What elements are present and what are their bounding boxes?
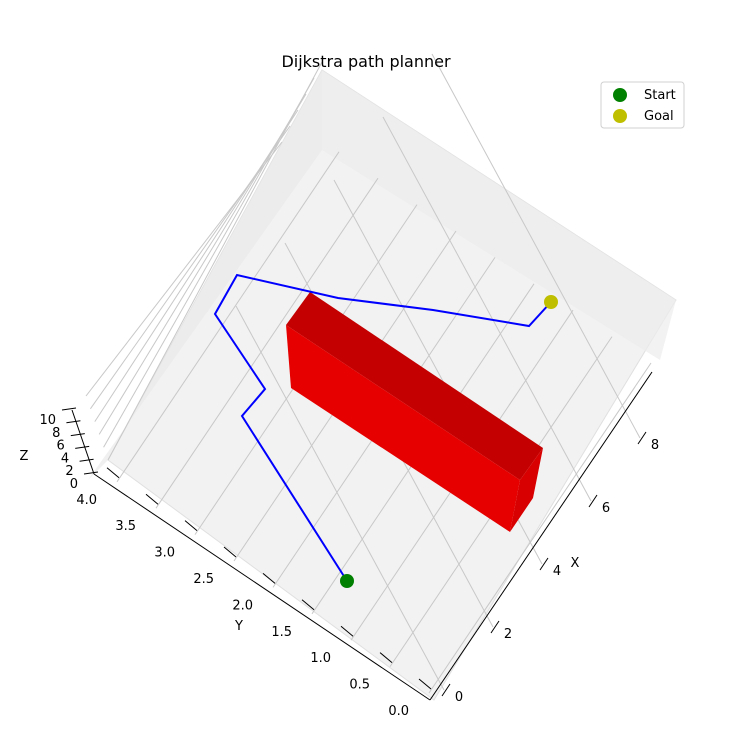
y-tick [262, 573, 276, 584]
x-tick [490, 620, 500, 634]
y-axis-label: Y [234, 619, 243, 634]
z-tick [75, 445, 90, 449]
x-tick [539, 557, 549, 571]
legend-start-marker [613, 88, 627, 102]
y-tick-label: 3.5 [115, 519, 136, 534]
x-tick-label: 6 [602, 501, 610, 516]
z-axis-line [71, 409, 95, 475]
z-grid-line [85, 141, 283, 397]
z-tick [79, 458, 94, 462]
obstacle-top-face [286, 292, 543, 480]
z-tick [70, 433, 85, 437]
y-grid-line [155, 177, 379, 509]
y-tick [301, 599, 315, 611]
legend-start-label: Start [644, 88, 676, 103]
y-tick-label: 4.0 [76, 493, 97, 508]
z-tick-label: 4 [61, 451, 69, 466]
x-tick-label: 8 [651, 438, 659, 453]
y-axis-line [93, 473, 431, 701]
x-grid-line [382, 116, 592, 502]
x-tick [588, 494, 598, 508]
tick-marks [61, 407, 647, 697]
obstacle-side-face [510, 448, 543, 532]
z-tick-label: 8 [52, 426, 60, 441]
goal-marker [544, 295, 558, 309]
y-tick [106, 467, 120, 479]
z-grid-line [89, 125, 291, 410]
x-tick [637, 431, 647, 445]
y-tick [418, 678, 432, 690]
z-tick [66, 420, 81, 424]
x-tick-label: 2 [504, 627, 512, 642]
z-tick-label: 2 [65, 464, 73, 479]
x-axis-label: X [571, 556, 580, 571]
y-tick-label: 0.0 [388, 704, 409, 719]
z-tick-label: 10 [39, 413, 56, 428]
y-tick-label: 1.5 [271, 625, 292, 640]
y-tick [379, 652, 393, 663]
z-axis-label: Z [20, 449, 29, 464]
y-tick [145, 493, 159, 505]
y-tick-label: 1.0 [310, 651, 331, 666]
z-tick-label: 0 [70, 477, 78, 492]
y-grid-line [116, 151, 340, 483]
back-pane-right [322, 70, 676, 360]
legend-goal-marker [613, 109, 627, 123]
y-grid-line [428, 362, 652, 694]
y-tick [184, 520, 198, 531]
x-grid-line [431, 53, 641, 439]
start-marker [340, 574, 354, 588]
y-tick [340, 625, 354, 637]
x-tick-label: 4 [553, 564, 561, 579]
y-tick-label: 0.5 [349, 678, 370, 693]
z-tick [83, 471, 99, 475]
path-line [213, 273, 552, 582]
chart-title: Dijkstra path planner [281, 52, 451, 71]
y-tick [223, 546, 237, 558]
y-tick-label: 2.5 [193, 572, 214, 587]
z-tick-label: 6 [57, 439, 65, 454]
legend: Start Goal [600, 81, 685, 129]
x-tick [441, 683, 451, 697]
y-tick-label: 3.0 [154, 546, 175, 561]
x-axis-line [429, 371, 653, 701]
obstacle-front-face [286, 325, 520, 532]
x-grid-line [235, 305, 445, 691]
y-tick-label: 2.0 [232, 598, 253, 613]
x-tick-label: 0 [455, 690, 463, 705]
obstacle-box [286, 292, 543, 532]
legend-goal-label: Goal [644, 109, 674, 124]
z-tick [61, 407, 77, 411]
